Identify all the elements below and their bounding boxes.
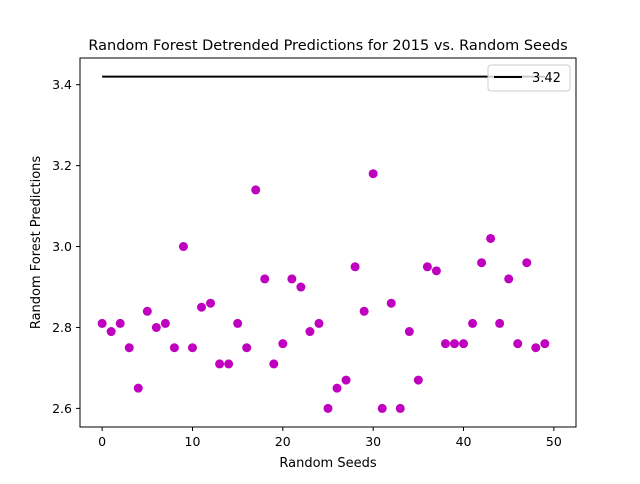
y-tick-label: 2.6 <box>52 401 72 416</box>
data-point <box>287 274 297 284</box>
x-axis: 0 10 20 30 40 50 <box>98 427 562 449</box>
data-point <box>350 262 360 272</box>
data-point <box>260 274 270 284</box>
data-point <box>513 339 523 349</box>
data-point <box>224 359 234 369</box>
plot-content <box>97 75 550 413</box>
data-point <box>115 318 125 328</box>
data-point <box>169 343 179 353</box>
data-point <box>151 322 161 332</box>
legend: 3.42 <box>487 64 571 92</box>
data-point <box>540 339 550 349</box>
data-point <box>368 169 378 179</box>
data-point <box>187 343 197 353</box>
data-point <box>377 403 387 413</box>
data-point <box>449 339 459 349</box>
data-point <box>431 266 441 276</box>
data-point <box>305 327 315 337</box>
x-tick-label: 20 <box>275 434 291 449</box>
data-point <box>341 375 351 385</box>
y-tick-label: 3.4 <box>52 77 72 92</box>
data-point <box>459 339 469 349</box>
data-point <box>531 343 541 353</box>
y-tick-label: 3.2 <box>52 158 72 173</box>
data-point <box>178 242 188 252</box>
x-axis-label: Random Seeds <box>279 456 376 471</box>
data-point <box>106 327 116 337</box>
legend-label: 3.42 <box>532 71 561 86</box>
x-tick-label: 0 <box>98 434 106 449</box>
data-point <box>206 298 216 308</box>
data-point <box>97 318 107 328</box>
data-point <box>142 306 152 316</box>
data-point <box>477 258 487 268</box>
data-point <box>395 403 405 413</box>
data-point <box>359 306 369 316</box>
data-point <box>133 383 143 393</box>
data-point <box>314 318 324 328</box>
x-tick-label: 10 <box>185 434 201 449</box>
data-point <box>278 339 288 349</box>
data-point <box>160 318 170 328</box>
data-point <box>440 339 450 349</box>
data-point <box>215 359 225 369</box>
data-point <box>323 403 333 413</box>
y-tick-label: 3.0 <box>52 239 72 254</box>
data-point <box>404 327 414 337</box>
data-point <box>486 233 496 243</box>
data-point <box>124 343 134 353</box>
data-point <box>413 375 423 385</box>
y-axis: 2.6 2.8 3.0 3.2 3.4 <box>52 77 80 416</box>
data-point <box>296 282 306 292</box>
data-point <box>269 359 279 369</box>
x-tick-label: 30 <box>365 434 381 449</box>
data-point <box>233 318 243 328</box>
data-point <box>386 298 396 308</box>
data-point <box>197 302 207 312</box>
data-point <box>251 185 261 195</box>
data-point <box>504 274 514 284</box>
data-point <box>332 383 342 393</box>
legend-box <box>487 64 571 92</box>
y-tick-label: 2.8 <box>52 320 72 335</box>
chart-title: Random Forest Detrended Predictions for … <box>88 38 567 54</box>
y-axis-label: Random Forest Predictions <box>29 156 44 330</box>
data-point <box>495 318 505 328</box>
data-point <box>422 262 432 272</box>
data-point <box>468 318 478 328</box>
x-tick-label: 50 <box>546 434 562 449</box>
data-point <box>522 258 532 268</box>
plot-frame <box>79 57 577 428</box>
x-tick-label: 40 <box>456 434 472 449</box>
data-point <box>242 343 252 353</box>
